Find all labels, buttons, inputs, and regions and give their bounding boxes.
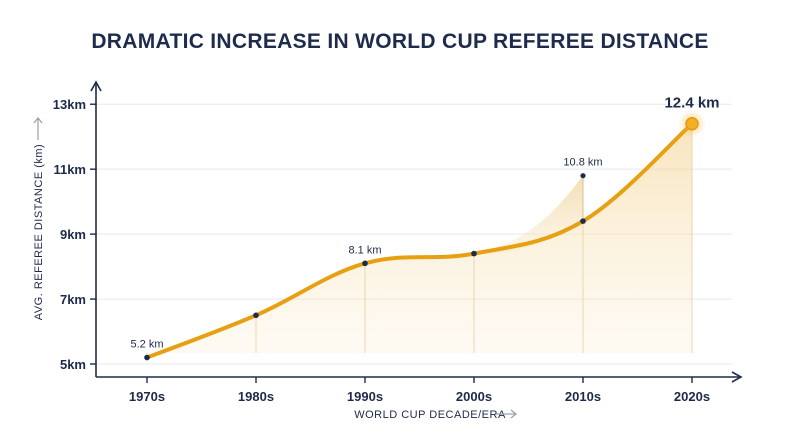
x-axis-title: WORLD CUP DECADE/ERA: [354, 409, 506, 421]
data-marker: [362, 260, 368, 267]
peak-marker: [685, 116, 699, 131]
annotation-marker: [580, 173, 586, 179]
x-tick-label: 1970s: [129, 389, 165, 404]
y-tick-label: 9km: [60, 227, 86, 242]
x-tick-label: 2010s: [565, 389, 601, 404]
x-tick-label: 1990s: [347, 389, 383, 404]
axes: [90, 80, 743, 383]
y-axis-arrow: [90, 80, 102, 92]
x-axis-arrow: [731, 371, 743, 383]
x-axis-title-arrow: [496, 409, 517, 419]
peak-value-label: 12.4 km: [664, 95, 719, 112]
y-tick-label: 5km: [60, 357, 86, 372]
y-axis-title-arrow: [33, 117, 43, 140]
x-tick-label: 1980s: [238, 389, 274, 404]
data-value-label: 5.2 km: [130, 339, 163, 351]
drop-lines: [146, 123, 693, 358]
series-line-path: [145, 121, 694, 360]
data-marker: [253, 312, 259, 319]
data-value-label: 8.1 km: [348, 244, 381, 256]
data-marker: [144, 354, 150, 361]
annotation-label: 10.8 km: [563, 157, 602, 169]
data-marker: [580, 218, 586, 224]
data-marker: [471, 250, 477, 257]
x-tick-label: 2020s: [674, 389, 710, 404]
area-fill: [147, 123, 692, 358]
y-tick-label: 7km: [60, 292, 86, 307]
labels: 5km 7km 9km 11km 13km 1970s 1980s 1990s 2000s 201…: [33, 95, 720, 421]
x-tick-label: 2000s: [456, 389, 492, 404]
series-line: [145, 121, 694, 360]
y-tick-label: 13km: [53, 97, 86, 112]
y-tick-label: 11km: [53, 162, 86, 177]
area-under-curve: [147, 123, 692, 358]
data-markers: [144, 109, 706, 361]
y-axis-title: AVG. REFEREE DISTANCE (km): [33, 144, 45, 320]
chart-title: DRAMATIC INCREASE IN WORLD CUP REFEREE D…: [91, 30, 709, 53]
